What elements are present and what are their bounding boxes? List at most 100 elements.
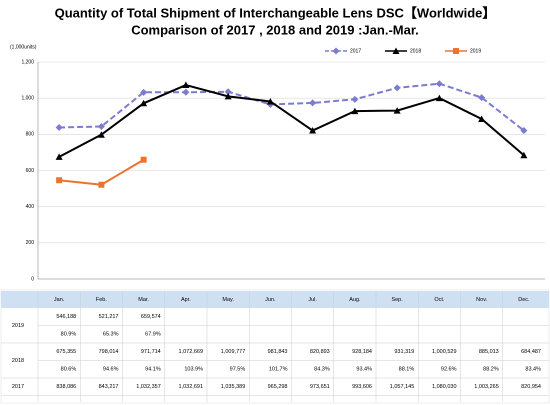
table-header <box>1 291 549 308</box>
table-value: 1,032,691 <box>179 384 203 390</box>
series-line <box>58 83 525 158</box>
table-value: 981,843 <box>268 349 288 355</box>
table-value: 1,032,357 <box>136 384 160 390</box>
table-value: 1,003,265 <box>474 384 498 390</box>
series-line <box>59 158 145 186</box>
marker <box>56 177 63 184</box>
marker <box>97 123 105 131</box>
table-header-cell: Sep. <box>391 297 403 303</box>
table-value: 1,009,777 <box>221 349 245 355</box>
table-yoy: 103.9% <box>184 367 203 373</box>
table-value: 971,714 <box>141 349 161 355</box>
marker <box>393 84 401 92</box>
marker <box>266 97 274 105</box>
y-tick-label: 1,000 <box>21 95 34 101</box>
marker <box>478 115 486 122</box>
table-yoy: 80.6% <box>61 367 77 373</box>
marker <box>393 107 401 114</box>
marker <box>182 88 190 96</box>
table-value: 1,072,669 <box>179 349 203 355</box>
table-header-cell: Aug. <box>349 297 361 303</box>
marker <box>520 151 528 159</box>
table-value: 931,319 <box>394 349 414 355</box>
table-value: 838,086 <box>56 384 76 390</box>
table-value: 885,013 <box>479 349 499 355</box>
table-value: 1,000,529 <box>432 349 456 355</box>
table-header-cell: Jul. <box>308 297 317 303</box>
table-value: 684,487 <box>521 349 541 355</box>
table-value: 1,080,030 <box>432 384 456 390</box>
y-tick-label: 200 <box>26 240 35 246</box>
table-value: 659,574 <box>141 314 161 320</box>
table-row-label: 2017 <box>12 384 24 390</box>
table-yoy: 94.6% <box>103 367 119 373</box>
marker <box>140 156 147 163</box>
table-yoy: 93.4% <box>356 367 372 373</box>
marker <box>309 127 317 134</box>
table-row-label: 2019 <box>12 323 24 329</box>
marker <box>55 153 63 160</box>
table-yoy: 80.9% <box>61 332 77 338</box>
table-header-cell: May. <box>222 297 234 303</box>
table-yoy: 88.2% <box>483 367 499 373</box>
marker <box>435 80 443 88</box>
chart-subtitle: Comparison of 2017 , 2018 and 2019 :Jan.… <box>131 22 419 37</box>
table-value: 928,184 <box>352 349 372 355</box>
legend-label: 2019 <box>470 48 481 54</box>
marker <box>140 88 148 96</box>
table-row-label: 2018 <box>12 358 24 364</box>
table-value: 965,298 <box>268 384 288 390</box>
table-header-cell: Oct. <box>434 297 445 303</box>
table-value: 843,217 <box>99 384 119 390</box>
marker <box>98 181 105 188</box>
marker <box>55 123 63 131</box>
marker <box>182 81 190 89</box>
table-yoy: 97.5% <box>230 367 246 373</box>
table-header-cell: Apr. <box>181 297 191 303</box>
table-value: 675,355 <box>56 349 76 355</box>
table-value: 1,035,389 <box>221 384 245 390</box>
table-frame <box>0 289 550 404</box>
table-header-cell: Nov. <box>476 297 487 303</box>
table-yoy: 101.7% <box>269 367 288 373</box>
table-yoy: 84.3% <box>314 367 330 373</box>
legend-label: 2017 <box>350 48 361 54</box>
marker <box>97 131 105 138</box>
marker <box>332 47 340 55</box>
y-tick-label: 600 <box>26 168 35 174</box>
series-line <box>59 82 525 132</box>
legend-label: 2018 <box>410 48 421 54</box>
table-yoy: 92.6% <box>441 367 457 373</box>
marker <box>478 94 486 102</box>
table-value: 820,954 <box>521 384 541 390</box>
table-header-cell: Dec. <box>518 297 530 303</box>
table-header-cell: Mar. <box>138 297 149 303</box>
marker <box>351 95 359 103</box>
table-value: 1,057,145 <box>390 384 414 390</box>
table-value: 521,217 <box>99 314 119 320</box>
marker <box>520 127 528 135</box>
y-tick-label: 800 <box>26 132 35 138</box>
table-yoy: 65.3% <box>103 332 119 338</box>
table-value: 546,188 <box>56 314 76 320</box>
y-tick-label: 400 <box>26 204 35 210</box>
table-value: 993,606 <box>352 384 372 390</box>
marker <box>224 92 232 100</box>
table-header-cell: Feb. <box>96 297 107 303</box>
marker <box>392 47 400 54</box>
table-header-cell: Jan. <box>54 297 65 303</box>
marker <box>224 88 232 96</box>
y-axis-label: (1,000units) <box>10 44 37 50</box>
table-yoy: 67.9% <box>145 332 161 338</box>
table-yoy: 88.1% <box>399 367 415 373</box>
table-value: 973,651 <box>310 384 330 390</box>
table-yoy: 83.4% <box>525 367 541 373</box>
y-tick-label: 1,200 <box>21 59 34 65</box>
marker <box>140 99 148 107</box>
marker <box>351 107 359 115</box>
table-value: 820,893 <box>310 349 330 355</box>
table-header-cell: Jun. <box>265 297 276 303</box>
table-value: 798,014 <box>99 349 119 355</box>
marker <box>435 94 443 102</box>
